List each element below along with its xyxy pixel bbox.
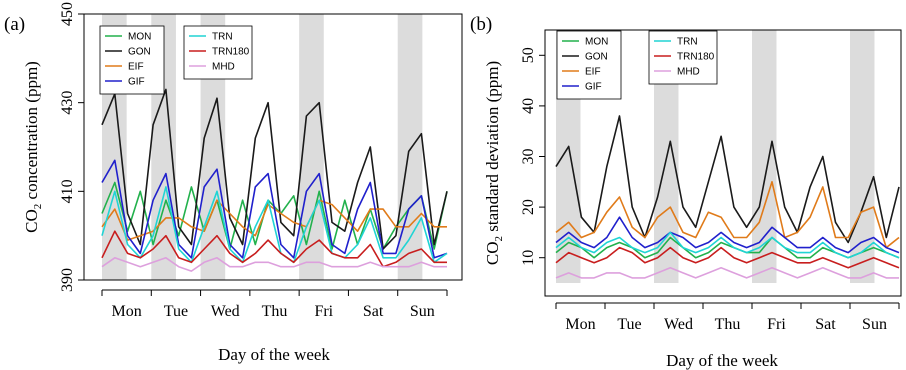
legend-label-gon: GON: [128, 47, 151, 58]
series-line-gon: [101, 88, 448, 250]
panel-b-x-axis-title: Day of the week: [666, 351, 778, 370]
legend-label-mon: MON: [128, 32, 151, 43]
shade-band-4: [397, 14, 423, 280]
x-tick-label-sun: Sun: [410, 303, 435, 320]
x-tick-label-sat: Sat: [363, 303, 384, 320]
panel-b-plot-frame: [544, 29, 902, 297]
legend-label-mhd: MHD: [677, 67, 700, 78]
series-line-gif: [101, 159, 448, 259]
legend-label-eif: EIF: [128, 62, 144, 73]
legend-label-trn180: TRN180: [212, 47, 250, 58]
series-line-trn180: [555, 246, 900, 269]
x-tick-label-sun: Sun: [862, 316, 887, 333]
x-tick-label-wed: Wed: [211, 303, 240, 320]
legend-label-gif: GIF: [585, 82, 602, 93]
panel-a-x-axis: Mon Tue Wed Thu Fri Sat Sun: [101, 289, 448, 320]
panel-b-x-axis: Mon Tue Wed Thu Fri Sat Sun: [555, 302, 900, 333]
panel-a-y-axis: 390 410 430 450: [59, 2, 85, 292]
legend-box-0: [99, 25, 165, 95]
legend-box-1: [183, 25, 253, 80]
y-tick-label-20: 20: [520, 199, 537, 215]
panel-a-y-axis-title: CO2 concentration (ppm): [22, 61, 44, 233]
panel-b-y-axis-title: CO2 standard deviation (ppm): [483, 61, 505, 265]
y-tick-label-40: 40: [520, 98, 537, 114]
y-tick-label-30: 30: [520, 149, 537, 165]
series-line-trn: [101, 186, 448, 264]
x-tick-label-mon: Mon: [565, 316, 595, 333]
y-tick-label-10: 10: [520, 250, 537, 266]
x-tick-label-wed: Wed: [664, 316, 693, 333]
x-tick-label-thu: Thu: [262, 303, 288, 320]
legend-label-trn180: TRN180: [677, 52, 715, 63]
x-tick-label-sat: Sat: [815, 316, 836, 333]
x-tick-label-mon: Mon: [112, 303, 142, 320]
series-line-eif: [555, 181, 900, 249]
shade-band-2: [752, 30, 777, 283]
x-tick-label-fri: Fri: [767, 316, 786, 333]
shade-band-3: [850, 30, 875, 283]
legend-label-gif: GIF: [128, 77, 145, 88]
panel-a-letter: (a): [4, 14, 25, 35]
series-line-mhd: [101, 256, 447, 272]
y-tick-label-410: 410: [59, 179, 76, 203]
series-line-mhd: [555, 266, 899, 279]
panel-b-y-axis: 10 20 30 40 50: [520, 47, 546, 266]
x-tick-label-tue: Tue: [617, 316, 641, 333]
panel-a-legend: MON GON EIF GIF TRN TRN180 MHD: [99, 25, 253, 95]
series-line-gif: [555, 216, 900, 254]
x-tick-label-fri: Fri: [314, 303, 333, 320]
panel-a-chart: (a) 390 410 430 450 Mon Tue Wed Thu Fri Sat Sun C…: [4, 2, 463, 364]
series-line-trn: [555, 231, 900, 259]
legend-label-mhd: MHD: [212, 62, 235, 73]
y-tick-label-390: 390: [59, 268, 76, 292]
x-tick-label-thu: Thu: [715, 316, 741, 333]
panel-b-letter: (b): [470, 14, 492, 35]
legend-label-gon: GON: [585, 52, 608, 63]
legend-label-trn: TRN: [212, 32, 233, 43]
legend-label-trn: TRN: [677, 37, 698, 48]
panel-a-series-lines: [101, 88, 448, 272]
panel-b-legend: MON GON EIF GIF TRN TRN180 MHD: [556, 30, 718, 100]
panel-a-plot-frame: [83, 13, 463, 281]
series-line-gon: [555, 115, 900, 244]
legend-label-eif: EIF: [585, 67, 601, 78]
panel-a-x-axis-title: Day of the week: [218, 345, 330, 364]
legend-label-mon: MON: [585, 37, 608, 48]
legend-box-1: [648, 30, 718, 85]
legend-box-0: [556, 30, 622, 100]
panel-b-series-lines: [555, 115, 900, 279]
y-tick-label-430: 430: [59, 91, 76, 115]
x-tick-label-tue: Tue: [164, 303, 188, 320]
y-tick-label-50: 50: [520, 47, 537, 63]
series-line-trn180: [101, 230, 447, 268]
panel-b-chart: (b) 10 20 30 40 50 Mon Tue Wed Thu Fri Sat Sun CO2…: [470, 14, 902, 370]
y-tick-label-450: 450: [59, 2, 76, 26]
